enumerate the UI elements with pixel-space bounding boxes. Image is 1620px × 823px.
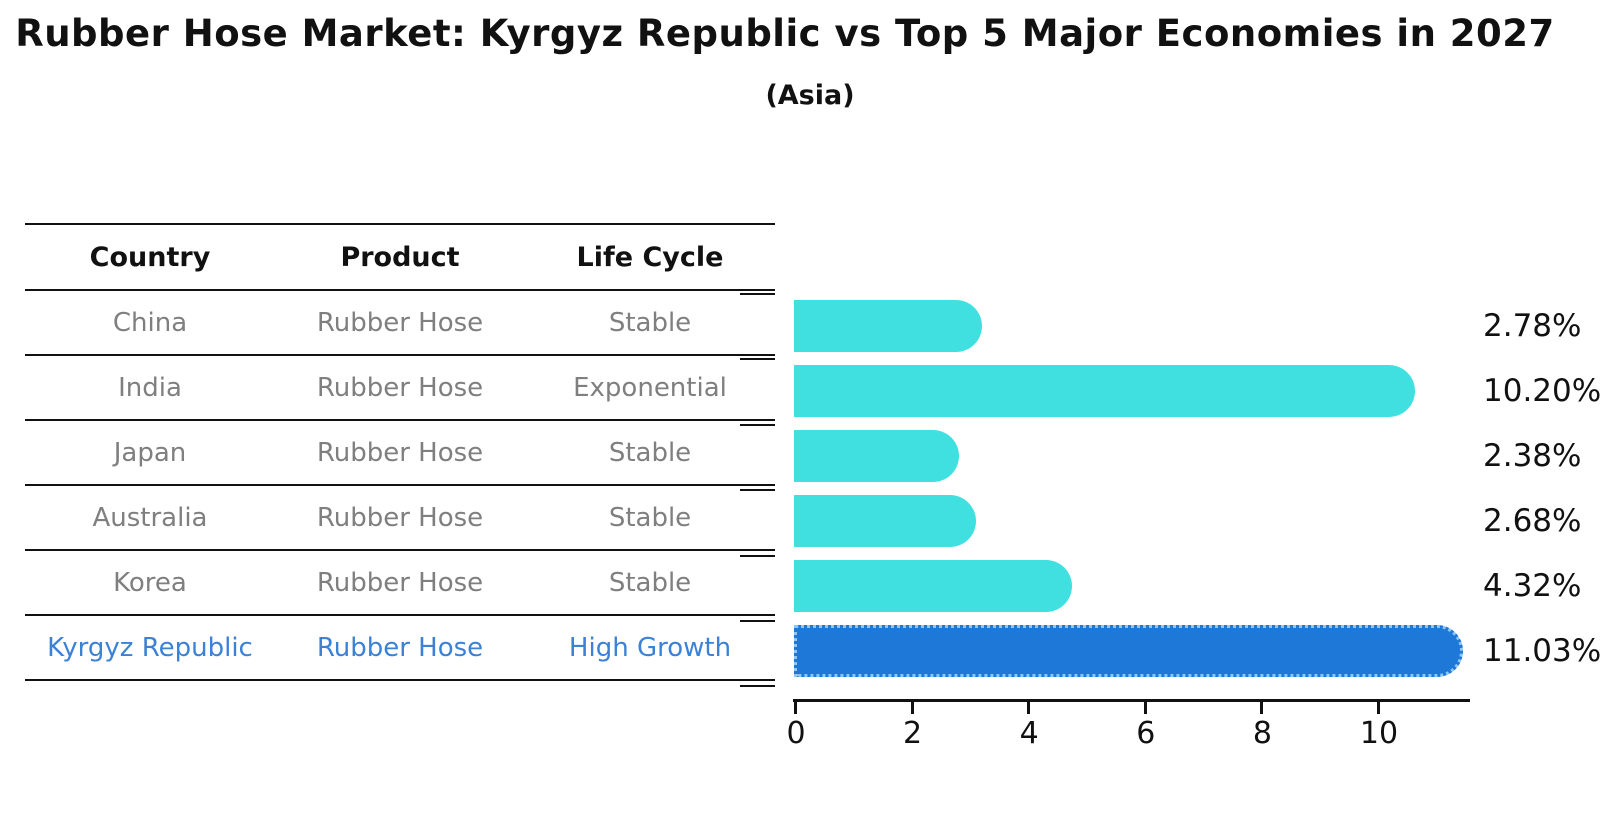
bar-australia: [794, 495, 976, 547]
bar-kyrgyz-republic: [794, 625, 1463, 677]
table-cell-country: Kyrgyz Republic: [47, 632, 253, 663]
y-axis-tick: [740, 554, 775, 557]
bar-value-label: 2.78%: [1483, 308, 1582, 344]
x-axis-tick-label: 6: [1136, 716, 1156, 751]
table-header-row: Country Product Life Cycle: [25, 225, 775, 291]
page-title: Rubber Hose Market: Kyrgyz Republic vs T…: [15, 12, 1555, 55]
table-row: India Rubber Hose Exponential: [25, 356, 775, 421]
x-axis-tick-label: 10: [1359, 716, 1399, 751]
x-axis-tick-label: 2: [903, 716, 923, 751]
table-cell-product: Rubber Hose: [316, 567, 484, 598]
table-row: Korea Rubber Hose Stable: [25, 551, 775, 616]
x-axis-tick-label: 0: [786, 716, 806, 751]
table-cell-product: Rubber Hose: [316, 307, 484, 338]
table-cell-life-cycle: Stable: [608, 502, 692, 533]
table-header-cell: Country: [89, 241, 211, 273]
y-axis-tick: [740, 423, 775, 426]
table-cell-life-cycle: Stable: [608, 437, 692, 468]
table-row: Australia Rubber Hose Stable: [25, 486, 775, 551]
x-axis-tick-label: 8: [1252, 716, 1272, 751]
table-header-cell: Product: [340, 241, 460, 273]
x-axis-tick: [1377, 702, 1380, 714]
table-row: China Rubber Hose Stable: [25, 291, 775, 356]
table-cell-country: India: [118, 372, 182, 403]
x-axis-tick: [1143, 702, 1147, 714]
y-axis-tick: [740, 489, 775, 492]
bar-value-label: 10.20%: [1483, 373, 1602, 409]
x-axis-line: [793, 699, 1470, 702]
y-axis-tick: [740, 358, 775, 361]
x-axis-tick: [1027, 702, 1031, 714]
bar-india: [794, 365, 1415, 417]
table-cell-product: Rubber Hose: [316, 502, 484, 533]
table-cell-product: Rubber Hose: [316, 372, 484, 403]
page-subtitle: (Asia): [765, 80, 855, 111]
table-header-cell: Life Cycle: [576, 241, 724, 273]
bar-value-label: 4.32%: [1483, 568, 1582, 604]
y-axis-tick: [740, 293, 775, 295]
table-cell-life-cycle: High Growth: [568, 632, 732, 663]
table-cell-product: Rubber Hose: [316, 437, 484, 468]
table-cell-product: Rubber Hose: [316, 632, 484, 663]
table-cell-country: Australia: [92, 502, 208, 533]
y-axis-tick: [740, 685, 775, 688]
bar-china: [794, 300, 982, 352]
table-cell-country: Japan: [113, 437, 187, 468]
table-cell-life-cycle: Stable: [608, 307, 692, 338]
table-row: Japan Rubber Hose Stable: [25, 421, 775, 486]
table-cell-country: Korea: [113, 567, 187, 598]
x-axis-tick: [910, 702, 914, 714]
y-axis-tick: [740, 620, 775, 622]
x-axis-tick-label: 4: [1019, 716, 1039, 751]
bar-value-label: 2.68%: [1483, 503, 1582, 539]
bar-korea: [794, 560, 1072, 612]
bar-japan: [794, 430, 959, 482]
bar-value-label: 2.38%: [1483, 438, 1582, 474]
x-axis-tick: [1260, 702, 1264, 714]
bar-value-label: 11.03%: [1483, 633, 1602, 669]
table-cell-life-cycle: Exponential: [573, 372, 727, 403]
country-table: Country Product Life Cycle China Rubber Hos…: [25, 223, 775, 681]
x-axis-tick: [794, 702, 797, 714]
table-cell-country: China: [112, 307, 188, 338]
table-cell-life-cycle: Stable: [608, 567, 692, 598]
table-row: Kyrgyz Republic Rubber Hose High Growth: [25, 616, 775, 681]
